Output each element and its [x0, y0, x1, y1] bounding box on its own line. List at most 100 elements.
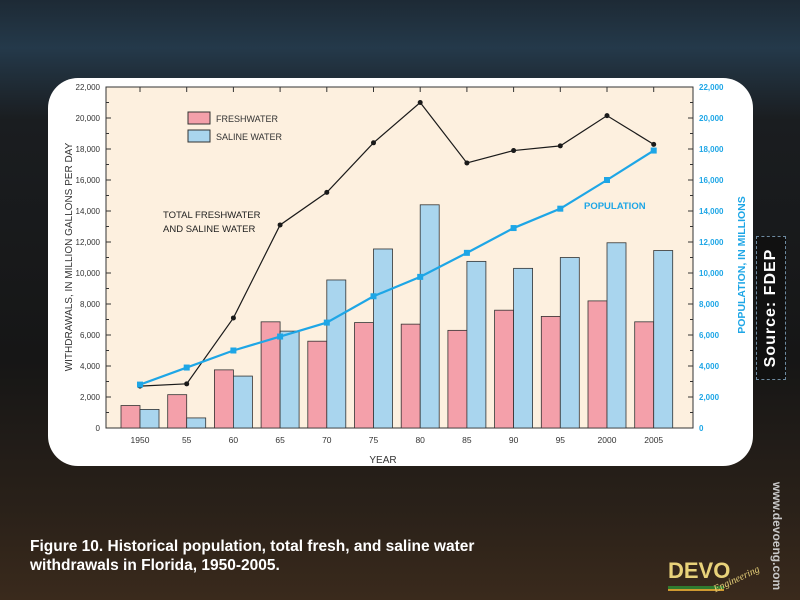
population-line — [139, 149, 655, 386]
freshwater-bar — [540, 315, 561, 429]
total-point — [651, 141, 657, 147]
population-point — [277, 333, 284, 340]
population-point — [370, 293, 377, 300]
total-point — [604, 113, 610, 119]
total-point — [184, 381, 190, 387]
total-point — [371, 140, 376, 146]
saline-bar — [513, 267, 533, 429]
saline-bar — [326, 279, 347, 429]
x-tick-label: 85 — [462, 435, 472, 445]
total-point — [230, 315, 236, 321]
population-point — [463, 249, 470, 256]
x-tick-label: 55 — [182, 435, 192, 445]
freshwater-bar — [213, 369, 234, 429]
population-point — [137, 381, 143, 388]
y2-tick-label: 2,000 — [699, 393, 720, 402]
total-line — [139, 101, 655, 387]
population-point — [323, 319, 330, 326]
source-label: Source: FDEP — [762, 248, 779, 368]
x-tick-label: 2000 — [598, 435, 617, 445]
x-tick-label: 60 — [229, 435, 239, 445]
saline-bar — [559, 257, 580, 429]
logo-text: DEVO — [668, 558, 731, 583]
y-axis-label: WITHDRAWALS, IN MILLION GALLONS PER DAY — [64, 142, 75, 371]
saline-bar — [279, 330, 300, 429]
legend-label-freshwater: FRESHWATER — [216, 114, 278, 124]
y-tick-label: 2,000 — [80, 393, 101, 402]
source-box: Source: FDEP — [756, 236, 786, 380]
y-tick-label: 18,000 — [76, 145, 101, 154]
y2-tick-label: 8,000 — [699, 300, 720, 309]
y-tick-label: 6,000 — [80, 331, 101, 340]
population-point — [604, 177, 610, 183]
freshwater-bar — [634, 321, 655, 429]
legend-swatch-freshwater — [187, 111, 211, 125]
total-point — [464, 160, 470, 166]
y-tick-label: 14,000 — [76, 207, 101, 216]
x-tick-label: 65 — [275, 435, 285, 445]
population-point — [230, 347, 237, 354]
y-tick-label: 0 — [96, 424, 101, 433]
population-point — [183, 364, 190, 371]
y2-tick-label: 12,000 — [699, 238, 724, 247]
x-tick-label: 90 — [509, 435, 519, 445]
figure-caption: Figure 10. Historical population, total … — [30, 537, 474, 575]
population-point — [510, 225, 517, 232]
y-tick-label: 12,000 — [76, 238, 101, 247]
population-point — [557, 205, 564, 212]
logo-stripe — [668, 586, 724, 591]
y2-tick-label: 20,000 — [699, 114, 724, 123]
freshwater-bar — [307, 340, 328, 429]
x-tick-label: 95 — [556, 435, 566, 445]
y2-tick-label: 10,000 — [699, 269, 724, 278]
freshwater-bar — [587, 300, 608, 429]
y2-tick-label: 0 — [699, 424, 704, 433]
caption-line-1: Figure 10. Historical population, total … — [30, 538, 475, 555]
y2-tick-label: 14,000 — [699, 207, 724, 216]
x-axis-label: YEAR — [369, 455, 396, 466]
y2-axis-label: POPULATION, IN MILLIONS — [736, 196, 748, 333]
saline-bar — [186, 417, 207, 429]
y-tick-label: 4,000 — [80, 362, 101, 371]
saline-bar — [419, 204, 440, 429]
freshwater-bar — [447, 329, 468, 429]
saline-bar — [232, 375, 253, 429]
saline-bar — [653, 250, 674, 429]
website-url: www.devoeng.com — [770, 481, 784, 591]
saline-bar — [606, 242, 627, 429]
freshwater-bar — [167, 394, 188, 429]
y2-tick-label: 4,000 — [699, 362, 720, 371]
total-point — [324, 189, 330, 195]
total-annotation-1: TOTAL FRESHWATER — [163, 210, 261, 221]
total-point — [511, 148, 517, 154]
x-tick-label: 1950 — [131, 435, 150, 445]
y2-tick-label: 6,000 — [699, 331, 720, 340]
population-point — [417, 273, 424, 280]
total-point — [557, 143, 563, 149]
saline-bar — [139, 408, 160, 429]
y-tick-label: 20,000 — [76, 114, 101, 123]
x-tick-label: 70 — [322, 435, 332, 445]
x-tick-label: 2005 — [644, 435, 663, 445]
legend-swatch-saline — [187, 129, 211, 143]
saline-bar — [373, 248, 393, 429]
y-tick-label: 22,000 — [76, 83, 101, 92]
y-tick-label: 16,000 — [76, 176, 101, 185]
y2-tick-label: 18,000 — [699, 145, 724, 154]
y-tick-label: 10,000 — [76, 269, 101, 278]
caption-line-2: withdrawals in Florida, 1950-2005. — [30, 557, 280, 574]
total-point — [417, 100, 423, 105]
freshwater-bar — [494, 309, 515, 429]
total-point — [277, 222, 283, 228]
freshwater-bar — [354, 322, 374, 429]
population-annotation: POPULATION — [584, 201, 646, 212]
population-point — [650, 147, 657, 154]
y2-tick-label: 22,000 — [699, 83, 724, 92]
x-tick-label: 80 — [415, 435, 425, 445]
freshwater-bar — [120, 405, 141, 429]
total-annotation-2: AND SALINE WATER — [163, 224, 256, 235]
freshwater-bar — [400, 323, 421, 429]
legend-label-saline: SALINE WATER — [216, 132, 283, 142]
x-tick-label: 75 — [369, 435, 379, 445]
